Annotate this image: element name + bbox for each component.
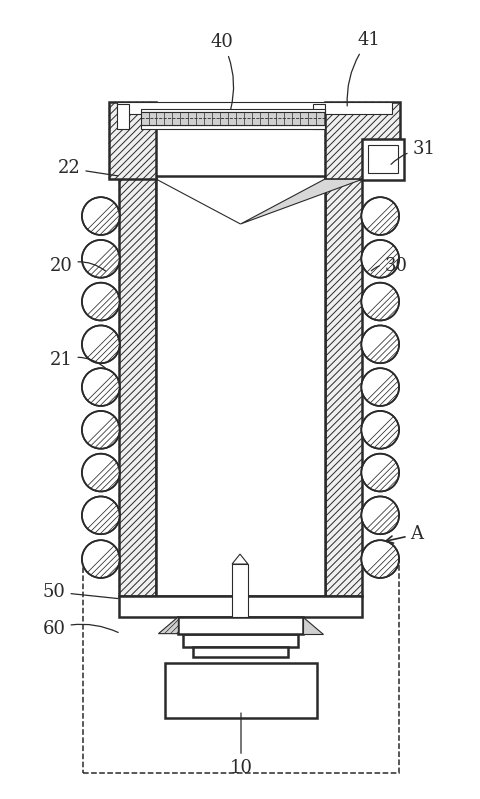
Circle shape: [82, 411, 120, 449]
Bar: [140, 112, 324, 125]
Bar: [361, 138, 403, 181]
Circle shape: [360, 240, 398, 278]
Circle shape: [82, 283, 120, 320]
Polygon shape: [240, 179, 361, 224]
Bar: [119, 177, 156, 596]
Circle shape: [360, 368, 398, 406]
Text: 21: 21: [49, 352, 106, 369]
Bar: [178, 617, 302, 634]
Polygon shape: [302, 617, 322, 634]
Polygon shape: [156, 179, 240, 224]
Bar: [368, 145, 397, 173]
Polygon shape: [231, 554, 248, 564]
Text: 10: 10: [229, 713, 252, 777]
Bar: [108, 101, 156, 179]
Bar: [193, 646, 287, 657]
Text: 41: 41: [347, 31, 380, 106]
Bar: [231, 564, 248, 617]
Bar: [140, 109, 324, 112]
Circle shape: [82, 540, 120, 578]
Bar: [324, 101, 399, 179]
Circle shape: [360, 540, 398, 578]
Text: 50: 50: [43, 583, 118, 601]
Text: 20: 20: [49, 256, 106, 275]
Circle shape: [82, 454, 120, 491]
Circle shape: [360, 411, 398, 449]
Bar: [119, 596, 361, 617]
Bar: [83, 557, 398, 773]
Circle shape: [360, 325, 398, 364]
Bar: [140, 125, 324, 129]
Bar: [119, 177, 156, 596]
Bar: [312, 104, 324, 129]
Circle shape: [360, 496, 398, 535]
Bar: [324, 101, 399, 179]
Circle shape: [82, 496, 120, 535]
Text: 31: 31: [390, 141, 434, 165]
Circle shape: [82, 197, 120, 235]
Circle shape: [360, 197, 398, 235]
Circle shape: [82, 240, 120, 278]
Bar: [117, 101, 391, 113]
Polygon shape: [158, 617, 178, 634]
Bar: [140, 112, 324, 125]
Circle shape: [360, 283, 398, 320]
Bar: [156, 177, 324, 596]
Bar: [108, 101, 156, 179]
Text: 40: 40: [210, 33, 233, 109]
Circle shape: [82, 368, 120, 406]
Circle shape: [360, 454, 398, 491]
Bar: [183, 634, 297, 646]
Bar: [165, 663, 316, 718]
Bar: [324, 177, 361, 596]
Bar: [324, 177, 361, 596]
Text: 30: 30: [371, 256, 407, 275]
Circle shape: [82, 325, 120, 364]
Text: A: A: [385, 525, 422, 543]
Text: 22: 22: [58, 159, 118, 177]
Text: 60: 60: [43, 620, 118, 638]
Bar: [117, 104, 128, 129]
